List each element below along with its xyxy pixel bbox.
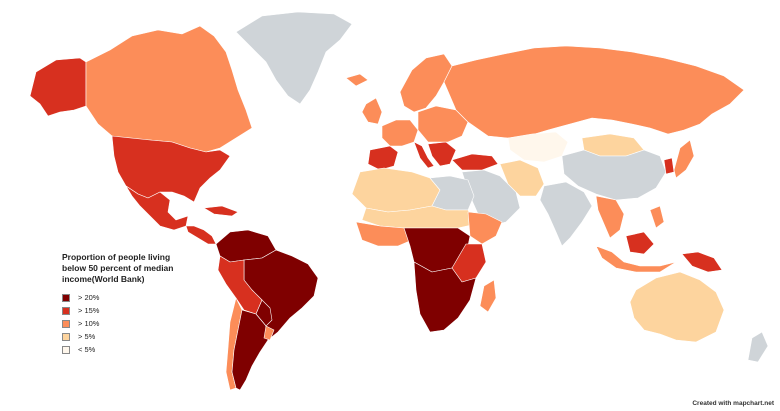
legend-label: > 15%	[78, 306, 100, 315]
region-balkans	[427, 141, 457, 167]
region-middle-east	[461, 169, 521, 227]
region-new-zealand	[747, 331, 769, 363]
region-west-africa	[355, 221, 413, 247]
legend-swatch	[62, 345, 70, 354]
region-greenland	[235, 11, 353, 105]
legend-label: > 10%	[78, 319, 100, 328]
region-western-europe	[381, 119, 419, 147]
region-borneo	[625, 231, 655, 255]
region-indonesia	[595, 245, 677, 273]
region-eastern-europe	[417, 105, 469, 143]
legend-swatch	[62, 319, 70, 328]
legend-items: > 20% > 15% > 10% > 5% < 5%	[62, 291, 202, 356]
legend-label: > 5%	[78, 332, 96, 341]
legend-item: > 5%	[62, 330, 202, 343]
region-southern-africa	[413, 261, 477, 333]
region-canada	[85, 25, 253, 153]
region-italy	[413, 141, 435, 169]
legend-swatch	[62, 293, 70, 302]
region-southeast-asia	[595, 195, 625, 239]
region-iceland	[345, 73, 369, 87]
region-turkey	[451, 153, 499, 171]
region-iran	[499, 159, 545, 197]
region-north-africa-west	[351, 167, 441, 213]
legend-item: > 15%	[62, 304, 202, 317]
region-mexico	[125, 185, 189, 231]
legend-item: > 20%	[62, 291, 202, 304]
region-central-asia	[507, 131, 569, 163]
legend-label: > 20%	[78, 293, 100, 302]
region-madagascar	[479, 279, 497, 313]
region-alaska	[29, 57, 87, 117]
legend: Proportion of people living below 50 per…	[62, 252, 202, 356]
region-russia	[443, 45, 745, 139]
legend-title: Proportion of people living below 50 per…	[62, 252, 174, 284]
legend-label: < 5%	[78, 345, 96, 354]
legend-item: > 10%	[62, 317, 202, 330]
region-india	[539, 181, 593, 247]
region-china	[561, 149, 667, 201]
region-central-america	[185, 225, 217, 245]
region-uk-ireland	[361, 97, 383, 125]
region-papua-new-guinea	[681, 251, 723, 273]
region-australia	[629, 271, 725, 343]
region-korea	[663, 157, 675, 175]
legend-item: < 5%	[62, 343, 202, 356]
region-caribbean	[203, 205, 239, 217]
credit-text: Created with mapchart.net	[692, 400, 774, 407]
region-uruguay	[263, 325, 275, 341]
region-japan	[673, 139, 695, 179]
legend-swatch	[62, 306, 70, 315]
region-philippines	[649, 205, 665, 229]
legend-swatch	[62, 332, 70, 341]
region-iberia	[367, 145, 399, 171]
